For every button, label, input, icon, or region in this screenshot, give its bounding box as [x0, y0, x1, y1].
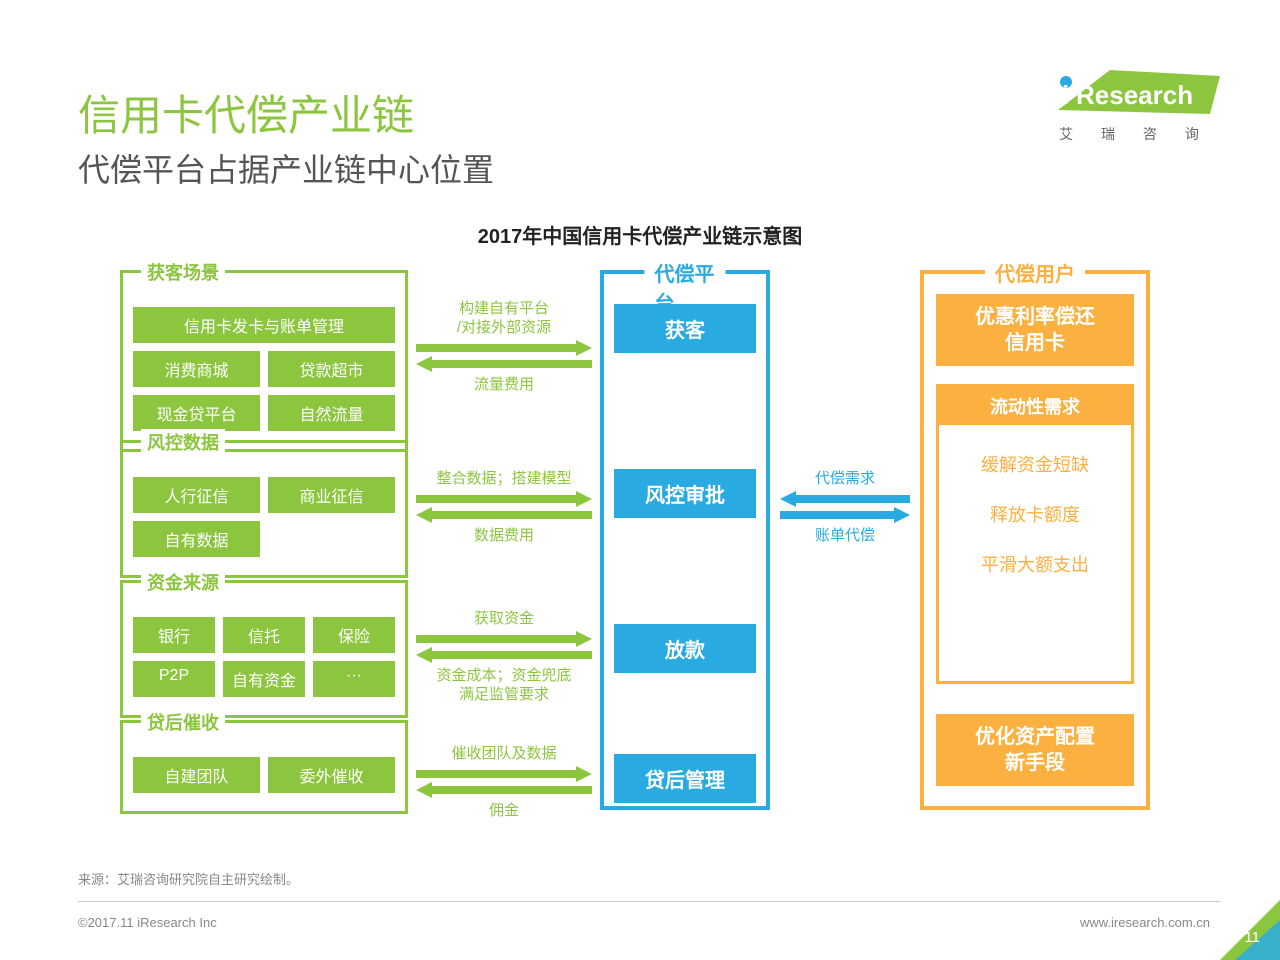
center-column: 代偿平台获客风控审批放款贷后管理: [600, 270, 770, 810]
copyright: ©2017.11 iResearch Inc: [78, 915, 217, 930]
arrow-icon: [416, 489, 592, 525]
arrow-top-label: 催收团队及数据: [416, 745, 592, 764]
chip: 消费商城: [133, 351, 260, 387]
right-frame-item: 释放卡额度: [947, 501, 1123, 527]
right-frame: 流动性需求缓解资金短缺释放卡额度平滑大额支出: [936, 384, 1134, 684]
center-item: 放款: [614, 624, 756, 673]
corner-decoration: [1200, 900, 1280, 960]
arrow-top-label: 构建自有平台/对接外部资源: [416, 300, 592, 338]
page-title: 信用卡代偿产业链: [78, 82, 414, 143]
group-label: 资金来源: [141, 569, 225, 595]
left-group: 贷后催收自建团队委外催收: [120, 720, 408, 814]
footer-divider: [78, 901, 1220, 902]
chip: 人行征信: [133, 477, 260, 513]
svg-text:i: i: [1062, 80, 1069, 110]
arrow-icon: [416, 629, 592, 665]
chip: P2P: [133, 661, 215, 697]
arrow-bot-label: 流量费用: [416, 376, 592, 395]
iresearch-logo: Research i 艾 瑞 咨 询: [1050, 70, 1220, 144]
source-note: 来源：艾瑞咨询研究院自主研究绘制。: [78, 869, 299, 888]
left-group: 获客场景信用卡发卡与账单管理消费商城贷款超市现金贷平台自然流量: [120, 270, 408, 452]
right-frame-label: 流动性需求: [939, 387, 1131, 425]
chip: 自有数据: [133, 521, 260, 557]
arrow-pair-mid: 代偿需求账单代偿: [780, 470, 910, 546]
arrow-bot-label: 佣金: [416, 802, 592, 821]
chip: 保险: [313, 617, 395, 653]
chip: 贷款超市: [268, 351, 395, 387]
arrow-bot-label: 资金成本；资金兜底满足监管要求: [416, 667, 592, 705]
page-number: 11: [1244, 929, 1260, 946]
arrow-icon: [416, 338, 592, 374]
chip: 委外催收: [268, 757, 395, 793]
logo-subtext: 艾 瑞 咨 询: [1050, 124, 1220, 144]
group-label: 获客场景: [141, 259, 225, 285]
arrow-pair: 构建自有平台/对接外部资源流量费用: [416, 300, 592, 394]
right-label: 代偿用户: [985, 258, 1085, 287]
arrow-bot-label: 账单代偿: [780, 527, 910, 546]
chip: 银行: [133, 617, 215, 653]
chip: 现金贷平台: [133, 395, 260, 431]
group-label: 风控数据: [141, 429, 225, 455]
right-frame-item: 缓解资金短缺: [947, 451, 1123, 477]
arrow-top-label: 代偿需求: [780, 470, 910, 489]
arrow-bot-label: 数据费用: [416, 527, 592, 546]
right-topbox: 优惠利率偿还信用卡: [936, 294, 1134, 366]
right-frame-item: 平滑大额支出: [947, 551, 1123, 577]
svg-text:Research: Research: [1076, 80, 1193, 110]
left-group: 资金来源银行信托保险P2P自有资金···: [120, 580, 408, 718]
chip: 信托: [223, 617, 305, 653]
left-group: 风控数据人行征信商业征信自有数据: [120, 440, 408, 578]
center-item: 风控审批: [614, 469, 756, 518]
chip: 信用卡发卡与账单管理: [133, 307, 395, 343]
arrow-pair: 获取资金资金成本；资金兜底满足监管要求: [416, 610, 592, 704]
right-column: 代偿用户优惠利率偿还信用卡流动性需求缓解资金短缺释放卡额度平滑大额支出优化资产配…: [920, 270, 1150, 810]
chip: 自然流量: [268, 395, 395, 431]
arrow-icon: [416, 764, 592, 800]
chip: 自有资金: [223, 661, 305, 697]
arrow-top-label: 整合数据；搭建模型: [416, 470, 592, 489]
chip: 商业征信: [268, 477, 395, 513]
chip: ···: [313, 661, 395, 697]
arrow-pair: 整合数据；搭建模型数据费用: [416, 470, 592, 546]
center-item: 获客: [614, 304, 756, 353]
page-subtitle: 代偿平台占据产业链中心位置: [78, 145, 494, 191]
right-botbox: 优化资产配置新手段: [936, 714, 1134, 786]
group-label: 贷后催收: [141, 709, 225, 735]
chart-title: 2017年中国信用卡代偿产业链示意图: [0, 220, 1280, 249]
footer-url: www.iresearch.com.cn: [1080, 915, 1210, 930]
chip: 自建团队: [133, 757, 260, 793]
arrow-pair: 催收团队及数据佣金: [416, 745, 592, 821]
arrow-icon: [780, 489, 910, 525]
center-item: 贷后管理: [614, 754, 756, 803]
arrow-top-label: 获取资金: [416, 610, 592, 629]
